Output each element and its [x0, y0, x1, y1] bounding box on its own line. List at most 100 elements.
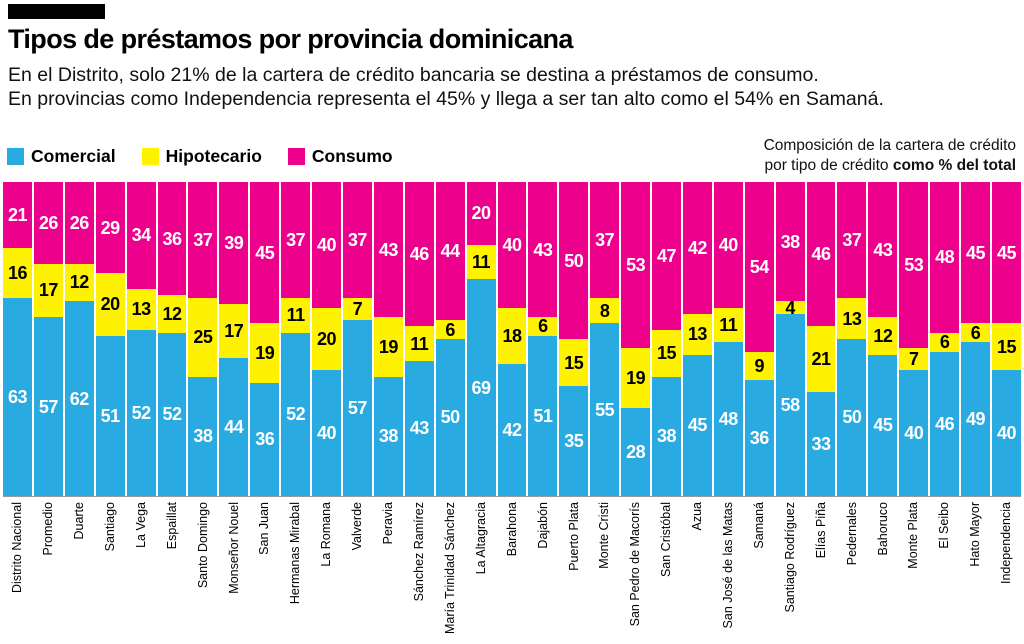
segment-value: 50	[842, 407, 862, 428]
segment-value: 46	[935, 413, 955, 434]
segment-value: 57	[38, 396, 59, 417]
segment-hipotecario: 11	[281, 298, 311, 333]
bar: 45 15 40	[992, 182, 1021, 496]
segment-value: 34	[131, 225, 152, 246]
segment-comercial: 33	[806, 392, 836, 496]
segment-value: 38	[378, 426, 399, 447]
segment-value: 36	[255, 429, 275, 450]
segment-consumo: 26	[64, 182, 94, 264]
segment-value: 12	[873, 325, 893, 346]
segment-consumo: 20	[466, 182, 496, 245]
segment-consumo: 37	[188, 182, 218, 299]
chart-note: Composición de la cartera de crédito por…	[764, 136, 1016, 175]
x-axis-label: La Altagracia	[473, 502, 488, 575]
segment-value: 43	[533, 239, 553, 260]
x-axis-label: San Pedro de Macorís	[628, 502, 643, 627]
segment-consumo: 42	[682, 182, 712, 314]
x-axis-label: Monte Plata	[906, 502, 921, 569]
segment-consumo: 47	[652, 182, 681, 330]
segment-value: 51	[100, 405, 121, 426]
segment-comercial: 40	[992, 370, 1021, 496]
segment-comercial: 57	[33, 317, 63, 496]
segment-value: 19	[378, 336, 399, 357]
segment-value: 37	[842, 230, 862, 251]
segment-value: 13	[842, 308, 862, 329]
x-axis-label: Dajabón	[535, 502, 550, 549]
segment-hipotecario: 17	[219, 304, 249, 358]
segment-value: 38	[193, 426, 213, 447]
segment-value: 36	[162, 228, 182, 249]
segment-hipotecario: 15	[992, 323, 1021, 371]
x-axis-label: La Vega	[133, 502, 148, 548]
x-axis-label: Puerto Plata	[566, 502, 581, 571]
segment-value: 37	[347, 230, 368, 251]
x-axis-label: San José de las Matas	[721, 502, 736, 629]
segment-value: 13	[131, 299, 152, 320]
segment-comercial: 46	[930, 351, 960, 496]
segment-consumo: 53	[621, 182, 651, 349]
bar: 26 12 62	[64, 182, 94, 496]
subtitle: En el Distrito, solo 21% de la cartera d…	[8, 64, 884, 111]
bar: 37 7 57	[342, 182, 372, 496]
bar: 37 8 55	[590, 182, 620, 496]
segment-comercial: 38	[373, 376, 403, 496]
legend-item-consumo: Consumo	[287, 146, 393, 167]
segment-consumo: 40	[312, 182, 341, 308]
segment-value: 11	[410, 333, 429, 354]
segment-comercial: 45	[868, 354, 898, 496]
bar: 37 11 52	[281, 182, 311, 496]
segment-value: 28	[626, 442, 646, 463]
segment-value: 25	[193, 327, 213, 348]
segment-hipotecario: 17	[33, 263, 63, 317]
segment-hipotecario: 21	[806, 326, 836, 393]
segment-comercial: 36	[250, 382, 280, 496]
x-axis-label: Espaillat	[164, 502, 179, 550]
bar: 26 17 57	[33, 182, 63, 496]
segment-value: 45	[966, 242, 986, 263]
bar: 50 15 35	[559, 182, 589, 496]
hipotecario-swatch-icon	[141, 148, 159, 165]
segment-value: 29	[100, 217, 121, 238]
bar: 45 6 49	[961, 182, 990, 496]
x-axis-label: Elías Piña	[813, 502, 828, 559]
bar: 37 13 50	[837, 182, 867, 496]
segment-value: 11	[472, 252, 491, 273]
segment-hipotecario: 12	[64, 263, 94, 302]
segment-value: 33	[811, 434, 832, 455]
segment-comercial: 57	[342, 320, 372, 496]
segment-value: 6	[939, 332, 950, 353]
segment-value: 48	[718, 409, 739, 430]
segment-value: 43	[873, 239, 893, 260]
segment-consumo: 34	[126, 182, 156, 289]
segment-value: 47	[656, 245, 677, 266]
segment-consumo: 50	[559, 182, 589, 339]
bar: 44 6 50	[435, 182, 465, 496]
segment-hipotecario: 12	[157, 295, 187, 333]
segment-value: 9	[754, 355, 764, 376]
segment-comercial: 49	[961, 342, 990, 496]
x-axis-label: Samaná	[751, 502, 766, 549]
segment-comercial: 63	[3, 298, 32, 496]
segment-value: 18	[502, 325, 522, 346]
x-axis-label: Bahoruco	[875, 502, 890, 556]
segment-value: 48	[935, 247, 955, 268]
segment-value: 19	[626, 368, 646, 389]
segment-comercial: 36	[744, 379, 774, 496]
segment-hipotecario: 19	[250, 323, 280, 383]
segment-value: 53	[904, 255, 924, 276]
segment-hipotecario: 6	[930, 332, 960, 353]
segment-hipotecario: 18	[497, 307, 527, 365]
segment-comercial: 45	[682, 354, 712, 496]
segment-hipotecario: 16	[3, 247, 32, 299]
segment-value: 11	[719, 314, 738, 335]
segment-value: 45	[996, 242, 1017, 263]
stacked-bar-chart: 21 16 63 26 17 57 26 12 62 29 20 51 34 13 52 36 12 52 37 25…	[3, 182, 1021, 497]
bar: 29 20 51	[95, 182, 125, 496]
segment-comercial: 28	[621, 408, 651, 496]
segment-value: 6	[445, 319, 455, 340]
segment-hipotecario: 7	[899, 348, 929, 371]
segment-value: 40	[317, 234, 337, 255]
segment-comercial: 40	[312, 370, 341, 496]
bar: 53 19 28	[621, 182, 651, 496]
kicker-bar	[8, 4, 105, 19]
